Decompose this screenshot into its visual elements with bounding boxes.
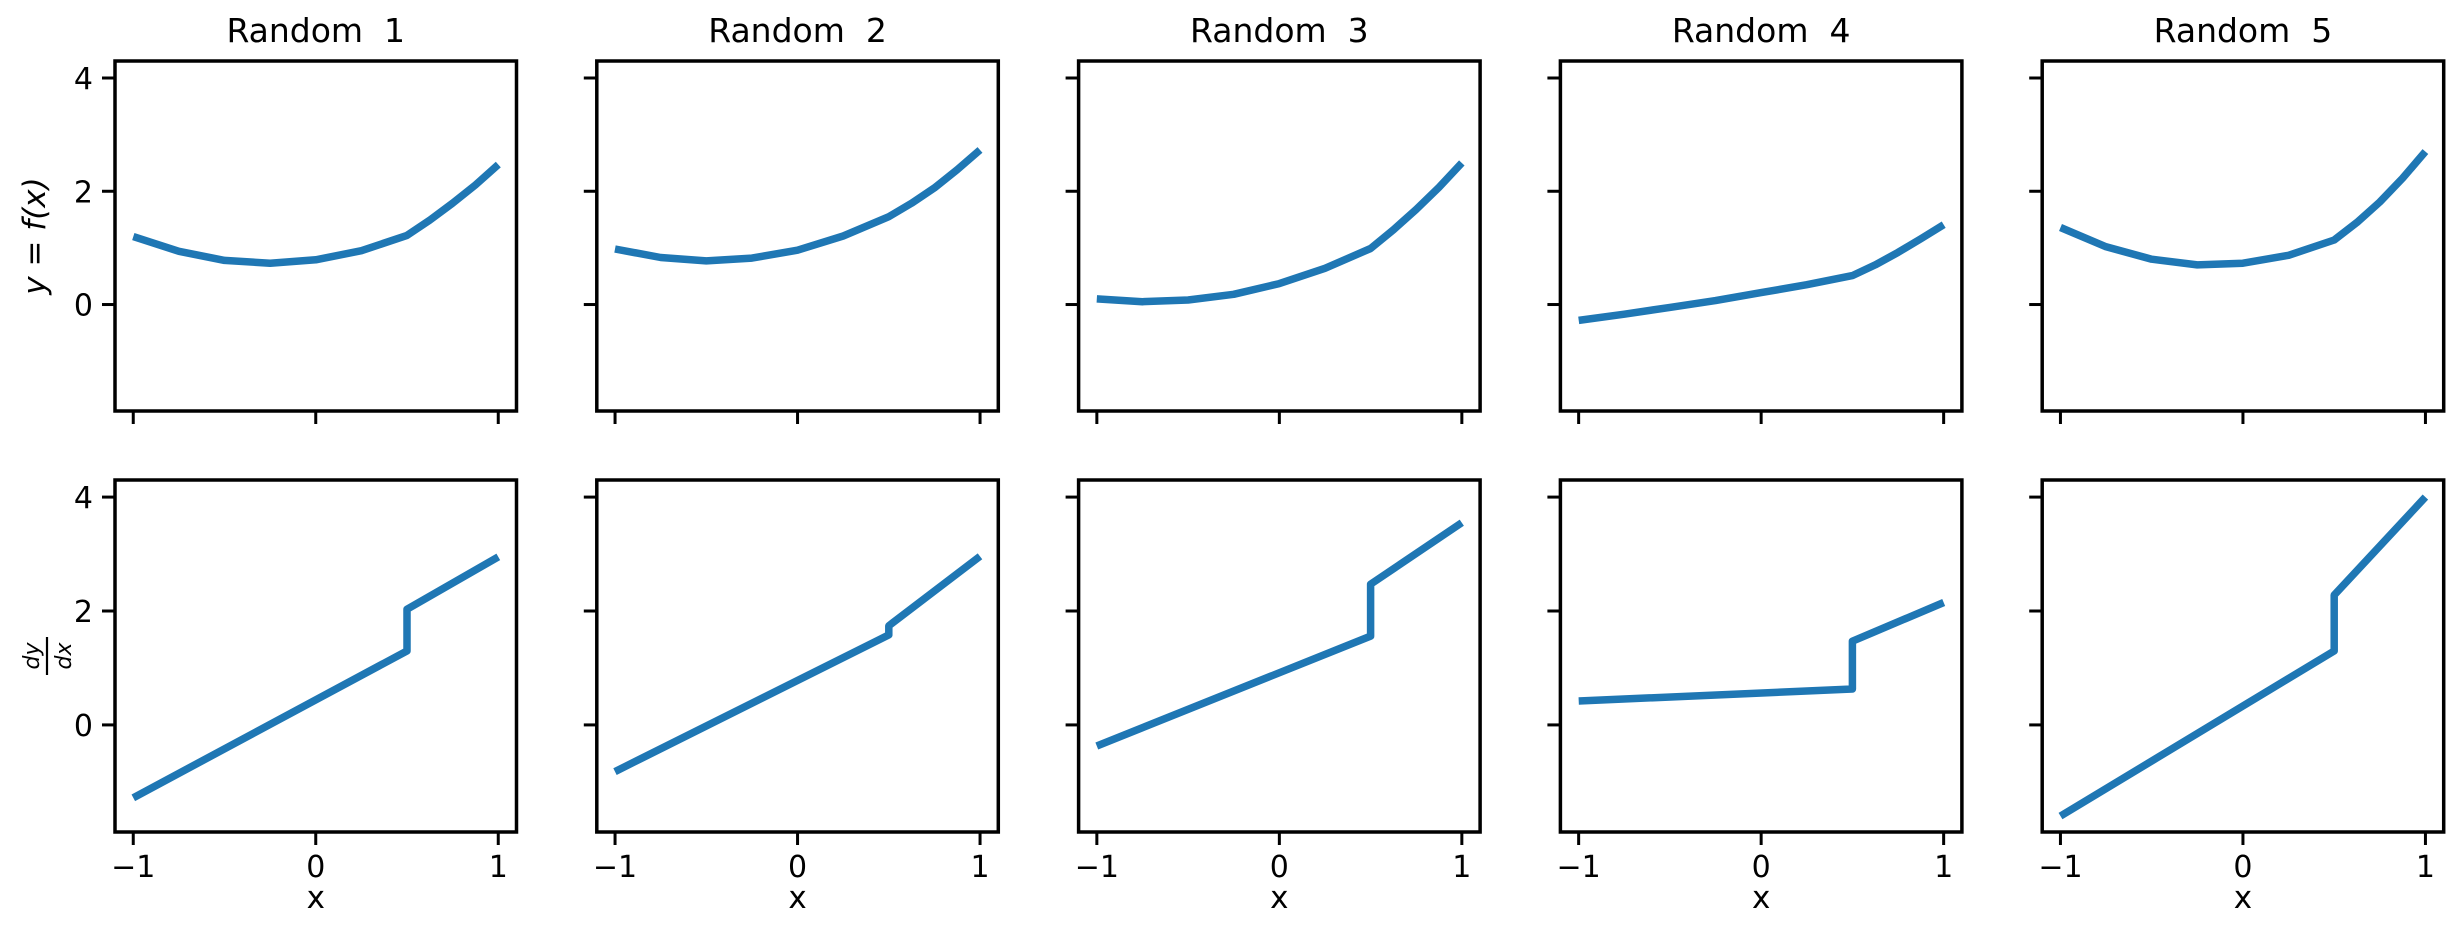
subplot-title: Random 5 (2154, 11, 2333, 50)
x-tick-label: 1 (2416, 850, 2435, 885)
axes-frame (1076, 59, 1482, 413)
subplot-title: Random 1 (226, 11, 405, 50)
subplot-f-3: Random 3 (1065, 11, 1482, 424)
x-tick-label: 0 (1270, 850, 1289, 885)
x-tick-label: 1 (489, 850, 508, 885)
x-tick-label: −1 (1075, 850, 1119, 885)
y-tick-label: 0 (74, 289, 93, 324)
f-curve-2 (614, 147, 983, 265)
axes-frame (1558, 478, 1964, 834)
y-tick-label: 2 (74, 595, 93, 630)
x-tick-label: −1 (593, 850, 637, 885)
subplot-title: Random 4 (1672, 11, 1851, 50)
axes-frame (2040, 478, 2446, 834)
x-tick-label: −1 (2038, 850, 2082, 885)
x-axis-label: x (1270, 880, 1288, 916)
dydx-curve-5 (2058, 494, 2429, 820)
y-axis-label-dydx: dy dx (20, 637, 77, 675)
x-axis-label: x (307, 880, 325, 916)
x-tick-label: −1 (1557, 850, 1601, 885)
subplot-title: Random 3 (1190, 11, 1369, 50)
x-tick-label: −1 (111, 850, 155, 885)
axes-frame (113, 59, 519, 413)
dydx-numerator: dy (20, 642, 45, 670)
y-tick-label: 4 (74, 481, 93, 516)
x-tick-label: 1 (1934, 850, 1953, 885)
axes-frame (1076, 478, 1482, 834)
axes-frame (1558, 59, 1964, 413)
subplot-f-5: Random 5 (2029, 11, 2446, 424)
f-curve-1 (132, 161, 501, 267)
subplot-f-2: Random 2 (583, 11, 1001, 424)
subplot-dydx-1: −1 0 1 0 2 4 x (74, 478, 519, 916)
axes-frame (595, 478, 1001, 834)
dydx-curve-3 (1095, 519, 1464, 750)
subplot-dydx-3: −1 0 1 x (1065, 478, 1482, 916)
dydx-curve-4 (1578, 599, 1946, 705)
dydx-denominator: dx (52, 642, 77, 670)
x-axis-label: x (2234, 880, 2252, 916)
x-tick-label: 0 (1752, 850, 1771, 885)
f-curve-5 (2059, 149, 2429, 269)
x-axis-label: x (1752, 880, 1770, 916)
dydx-curve-2 (613, 553, 983, 775)
subplot-title: Random 2 (708, 11, 887, 50)
x-tick-label: 0 (2233, 850, 2252, 885)
f-curve-4 (1578, 221, 1946, 325)
subplot-dydx-2: −1 0 1 x (583, 478, 1001, 916)
axes-frame (595, 59, 1001, 413)
axes-frame (2040, 59, 2446, 413)
x-tick-label: 1 (971, 850, 990, 885)
dydx-curve-1 (131, 553, 501, 802)
f-curve-3 (1096, 160, 1465, 306)
y-tick-label: 0 (74, 709, 93, 744)
y-axis-label-f: y = f(x) (17, 177, 53, 295)
y-tick-label: 4 (74, 62, 93, 97)
x-axis-label: x (788, 880, 806, 916)
x-tick-label: 0 (788, 850, 807, 885)
x-tick-label: 1 (1452, 850, 1471, 885)
subplot-f-1: 0 2 4 Random 1 (74, 11, 519, 424)
subplot-f-4: Random 4 (1547, 11, 1964, 424)
x-tick-label: 0 (306, 850, 325, 885)
subplot-dydx-5: −1 0 1 x (2029, 478, 2446, 916)
y-tick-label: 2 (74, 175, 93, 210)
subplot-dydx-4: −1 0 1 x (1547, 478, 1964, 916)
